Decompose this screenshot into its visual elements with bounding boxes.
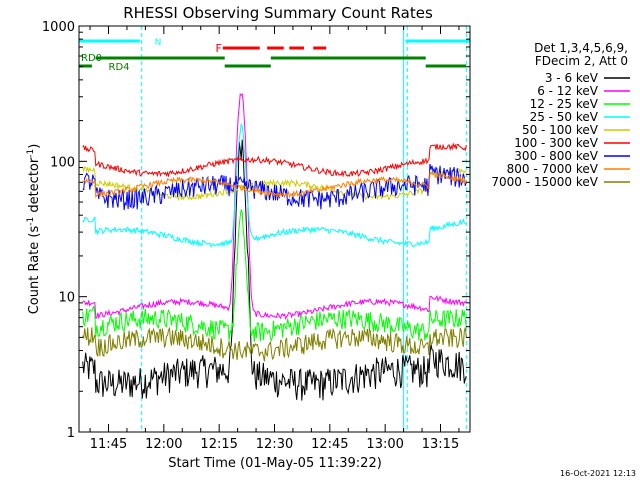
- series-line: [82, 209, 467, 343]
- legend-entry-label: 50 - 100 keV: [522, 123, 599, 137]
- legend-entry-label: 100 - 300 keV: [514, 136, 598, 150]
- series-line: [82, 166, 467, 202]
- y-axis-label-sup1: -1: [26, 217, 36, 226]
- series-line: [82, 326, 467, 362]
- footer-timestamp: 16-Oct-2021 12:13: [560, 469, 636, 478]
- x-tick-label: 13:15: [422, 437, 459, 452]
- night-label: N: [155, 38, 162, 48]
- plot-area: N F RD0 RD4: [79, 26, 470, 432]
- x-tick-label: 12:30: [256, 437, 293, 452]
- legend-header-1: Det 1,3,4,5,6,9,: [534, 41, 628, 55]
- legend-entry-label: 3 - 6 keV: [545, 71, 599, 85]
- legend-entry-label: 300 - 800 keV: [514, 149, 598, 163]
- series-line: [82, 122, 467, 248]
- x-tick-label: 12:15: [200, 437, 237, 452]
- y-tick-label: 1: [67, 426, 75, 441]
- x-tick-label: 13:00: [366, 437, 403, 452]
- x-axis: 11:45 12:00 12:15 12:30 12:45 13:00 13:15: [89, 26, 460, 452]
- legend-entry-label: 800 - 7000 keV: [507, 162, 599, 176]
- y-axis-label-part3: ): [27, 144, 42, 149]
- chart-title: RHESSI Observing Summary Count Rates: [123, 4, 433, 22]
- y-tick-label: 100: [50, 155, 75, 170]
- legend-entry-label: 7000 - 15000 keV: [491, 175, 598, 189]
- x-axis-label: Start Time (01-May-05 11:39:22): [168, 456, 382, 471]
- legend: Det 1,3,4,5,6,9, FDecim 2, Att 0 3 - 6 k…: [491, 41, 630, 189]
- y-axis-label-sup2: -1: [26, 149, 36, 158]
- rd0-label: RD0: [81, 53, 102, 64]
- x-tick-label: 12:00: [145, 437, 182, 452]
- x-tick-label: 11:45: [90, 437, 127, 452]
- y-axis-label-part1: Count Rate (s: [27, 226, 42, 315]
- x-tick-label: 12:45: [311, 437, 348, 452]
- legend-entry-label: 6 - 12 keV: [537, 84, 599, 98]
- rd4-label: RD4: [109, 62, 130, 73]
- legend-entry-label: 12 - 25 keV: [530, 97, 599, 111]
- series-line: [82, 92, 467, 321]
- y-axis-label: Count Rate (s-1 detector-1): [26, 144, 42, 315]
- legend-header-2: FDecim 2, Att 0: [535, 54, 628, 68]
- series-line: [82, 163, 467, 211]
- series-line: [82, 139, 467, 401]
- flare-label: F: [215, 42, 221, 55]
- y-axis: 1 10 100 1000: [42, 20, 470, 441]
- series-line: [82, 142, 467, 178]
- y-tick-label: 10: [58, 291, 75, 306]
- legend-entry-label: 25 - 50 keV: [530, 110, 599, 124]
- series-line: [82, 171, 467, 199]
- y-tick-label: 1000: [42, 20, 75, 35]
- y-axis-label-part2: detector: [27, 157, 42, 217]
